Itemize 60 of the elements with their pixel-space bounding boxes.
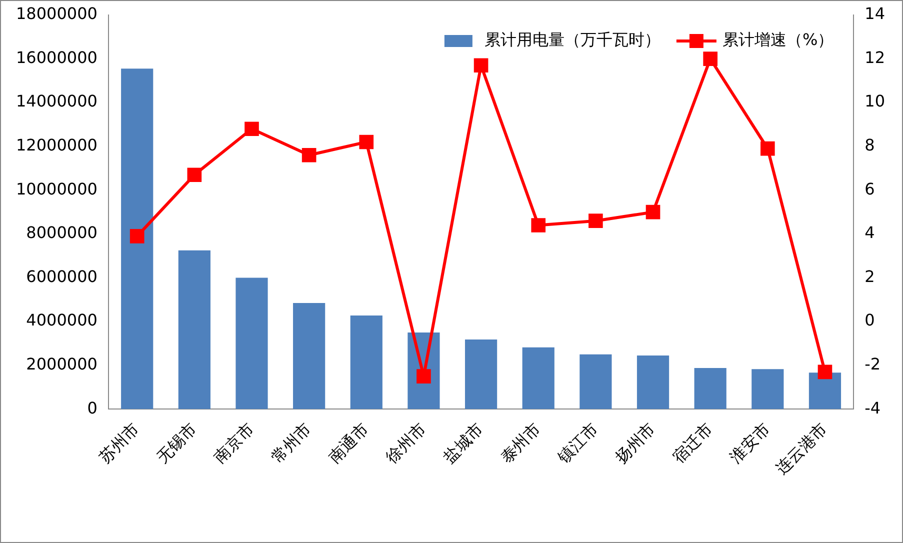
point bbox=[302, 148, 316, 162]
x-tick-label: 泰州市 bbox=[496, 419, 544, 467]
y-tick-label: 0 bbox=[87, 398, 98, 418]
bar bbox=[350, 315, 382, 410]
point bbox=[646, 204, 660, 220]
point bbox=[588, 214, 603, 228]
bar bbox=[808, 372, 842, 410]
y-tick-label: 8000000 bbox=[26, 223, 98, 242]
y-tick-label: 10000000 bbox=[16, 179, 98, 198]
x-tick-label: 无锡市 bbox=[152, 419, 200, 467]
x-tick-label: 连云港市 bbox=[772, 419, 831, 478]
bar bbox=[694, 368, 726, 410]
point bbox=[359, 134, 374, 150]
y2-tick-label: -2 bbox=[864, 354, 881, 374]
y2-tick-label: 4 bbox=[864, 223, 875, 242]
y2-tick-label: 10 bbox=[864, 92, 885, 111]
y-tick-label: 2000000 bbox=[26, 354, 98, 374]
legend-label: 累计用电量（万千瓦时） bbox=[484, 30, 660, 50]
x-tick-label: 徐州市 bbox=[382, 419, 430, 467]
point bbox=[416, 369, 431, 384]
y2-tick-label: 8 bbox=[864, 136, 875, 155]
bar bbox=[293, 302, 326, 410]
point bbox=[818, 364, 832, 380]
x-tick-label: 南通市 bbox=[324, 419, 372, 467]
bar bbox=[121, 68, 154, 410]
bar bbox=[580, 354, 612, 410]
x-tick-label: 常州市 bbox=[267, 419, 315, 467]
x-tick-label: 南京市 bbox=[210, 419, 258, 467]
y-tick-label: 12000000 bbox=[16, 136, 98, 155]
point bbox=[474, 58, 488, 73]
y2-tick-label: 2 bbox=[864, 266, 875, 286]
y-tick-label: 6000000 bbox=[26, 266, 98, 286]
x-tick-label: 盐城市 bbox=[439, 419, 487, 467]
point bbox=[244, 122, 259, 136]
bar bbox=[464, 340, 498, 410]
y-tick-label: 14000000 bbox=[16, 92, 98, 111]
y2-tick-label: 14 bbox=[864, 4, 885, 24]
x-tick-label: 宿迁市 bbox=[668, 419, 716, 467]
y2-tick-label: 6 bbox=[864, 179, 875, 198]
x-tick-label: 淮安市 bbox=[726, 419, 774, 467]
x-tick-label: 扬州市 bbox=[611, 419, 659, 467]
bar bbox=[636, 356, 670, 410]
point bbox=[760, 141, 775, 156]
y-tick-label: 4000000 bbox=[26, 310, 98, 330]
y2-tick-label: 12 bbox=[864, 48, 885, 67]
y-tick-label: 18000000 bbox=[16, 4, 98, 24]
legend-label: 累计增速（%） bbox=[722, 30, 834, 50]
bar bbox=[178, 250, 210, 410]
y-tick-label: 16000000 bbox=[16, 48, 98, 67]
point bbox=[130, 229, 144, 244]
point bbox=[531, 218, 546, 232]
bar bbox=[522, 347, 554, 410]
y2-tick-label: 0 bbox=[864, 310, 875, 330]
bar bbox=[236, 278, 268, 410]
bar bbox=[752, 369, 784, 410]
point bbox=[187, 168, 202, 182]
point bbox=[703, 52, 718, 66]
y2-tick-label: -4 bbox=[864, 398, 881, 418]
x-tick-label: 苏州市 bbox=[95, 419, 143, 467]
x-tick-label: 镇江市 bbox=[553, 419, 602, 468]
